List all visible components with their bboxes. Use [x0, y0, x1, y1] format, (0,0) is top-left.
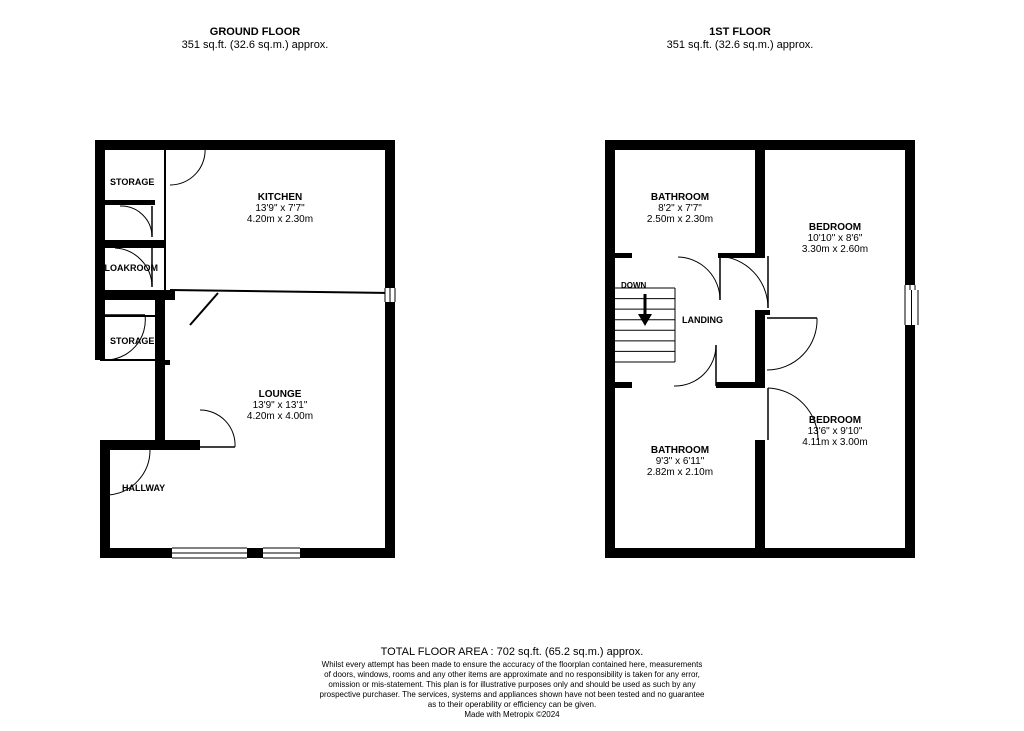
total-area: TOTAL FLOOR AREA : 702 sq.ft. (65.2 sq.m… — [0, 646, 1024, 658]
room-dim-metric: 4.11m x 3.00m — [770, 437, 900, 448]
room-dim-imperial: 13'6" x 9'10" — [770, 426, 900, 437]
floorplan-page: GROUND FLOOR 351 sq.ft. (32.6 sq.m.) app… — [0, 0, 1024, 731]
disclaimer-line: of doors, windows, rooms and any other i… — [0, 670, 1024, 680]
disclaimer-line: Made with Metropix ©2024 — [0, 710, 1024, 720]
disclaimer-line: as to their operability or efficiency ca… — [0, 700, 1024, 710]
floorplan-svg — [0, 0, 1024, 731]
footer: TOTAL FLOOR AREA : 702 sq.ft. (65.2 sq.m… — [0, 646, 1024, 720]
disclaimer-line: Whilst every attempt has been made to en… — [0, 660, 1024, 670]
room-name: BEDROOM — [770, 222, 900, 233]
room-cloakroom: CLOAKROOM — [98, 263, 158, 273]
room-dim-metric: 2.50m x 2.30m — [620, 214, 740, 225]
room-dim-metric: 2.82m x 2.10m — [620, 467, 740, 478]
room-hallway: HALLWAY — [122, 483, 165, 493]
stair-down-label: DOWN — [621, 281, 646, 290]
room-lounge: LOUNGE 13'9" x 13'1" 4.20m x 4.00m — [220, 389, 340, 422]
room-storage-bottom: STORAGE — [110, 336, 154, 346]
first-floor-title: 1ST FLOOR — [640, 26, 840, 38]
room-name: BEDROOM — [770, 415, 900, 426]
room-kitchen: KITCHEN 13'9" x 7'7" 4.20m x 2.30m — [220, 192, 340, 225]
room-name: BATHROOM — [620, 192, 740, 203]
room-dim-metric: 4.20m x 4.00m — [220, 411, 340, 422]
room-dim-metric: 4.20m x 2.30m — [220, 214, 340, 225]
room-bathroom-top: BATHROOM 8'2" x 7'7" 2.50m x 2.30m — [620, 192, 740, 225]
disclaimer-line: prospective purchaser. The services, sys… — [0, 690, 1024, 700]
room-storage-top: STORAGE — [110, 177, 154, 187]
room-dim-imperial: 9'3" x 6'11" — [620, 456, 740, 467]
room-dim-metric: 3.30m x 2.60m — [770, 244, 900, 255]
room-name: LOUNGE — [220, 389, 340, 400]
ground-floor-title: GROUND FLOOR — [155, 26, 355, 38]
room-bedroom-top: BEDROOM 10'10" x 8'6" 3.30m x 2.60m — [770, 222, 900, 255]
room-dim-imperial: 13'9" x 7'7" — [220, 203, 340, 214]
room-name: KITCHEN — [220, 192, 340, 203]
room-bedroom-bottom: BEDROOM 13'6" x 9'10" 4.11m x 3.00m — [770, 415, 900, 448]
room-dim-imperial: 8'2" x 7'7" — [620, 203, 740, 214]
ground-floor-subtitle: 351 sq.ft. (32.6 sq.m.) approx. — [155, 39, 355, 51]
room-name: BATHROOM — [620, 445, 740, 456]
room-dim-imperial: 10'10" x 8'6" — [770, 233, 900, 244]
disclaimer-line: omission or mis-statement. This plan is … — [0, 680, 1024, 690]
room-dim-imperial: 13'9" x 13'1" — [220, 400, 340, 411]
first-floor-subtitle: 351 sq.ft. (32.6 sq.m.) approx. — [640, 39, 840, 51]
room-bathroom-bottom: BATHROOM 9'3" x 6'11" 2.82m x 2.10m — [620, 445, 740, 478]
landing-label: LANDING — [682, 315, 723, 325]
